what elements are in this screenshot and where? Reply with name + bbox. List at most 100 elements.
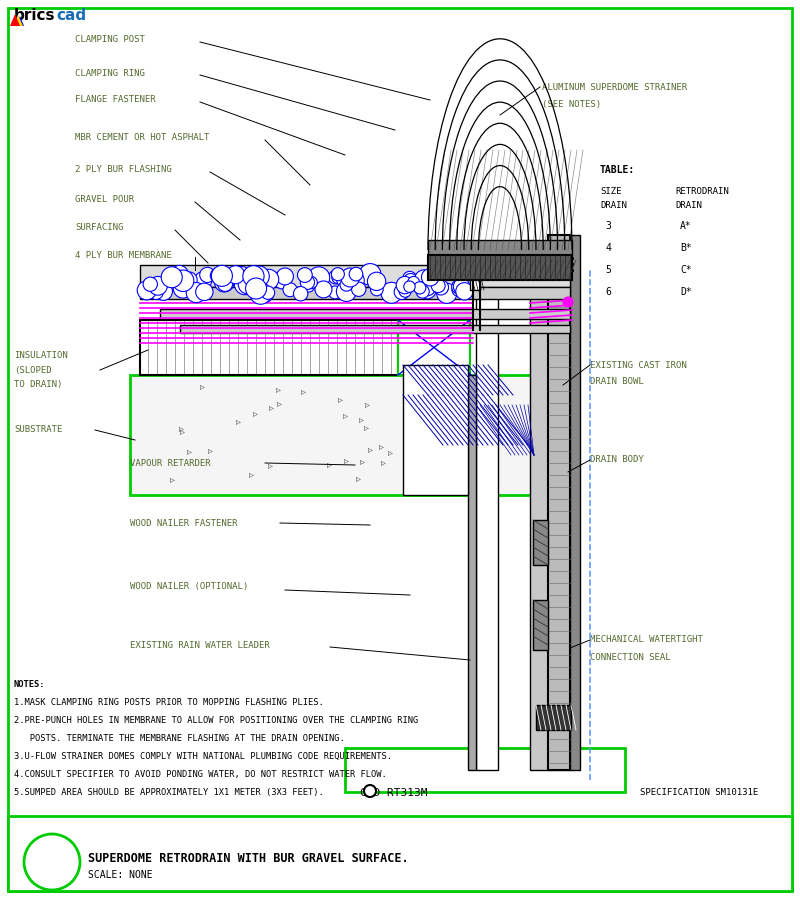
Text: DRAIN BODY: DRAIN BODY — [590, 456, 644, 465]
Text: ▷: ▷ — [381, 462, 386, 467]
Bar — [476, 265, 498, 770]
Text: ▷: ▷ — [200, 385, 205, 390]
Text: ▷: ▷ — [179, 428, 184, 432]
Circle shape — [173, 270, 194, 291]
Bar — [160, 309, 570, 319]
Text: 3: 3 — [605, 221, 611, 231]
Text: RETRODRAIN: RETRODRAIN — [675, 187, 729, 196]
Circle shape — [331, 268, 344, 280]
Text: ▷: ▷ — [254, 412, 258, 417]
Bar — [470, 270, 480, 290]
Circle shape — [262, 286, 274, 299]
Circle shape — [424, 279, 439, 294]
Text: 1.MASK CLAMPING RING POSTS PRIOR TO MOPPING FLASHING PLIES.: 1.MASK CLAMPING RING POSTS PRIOR TO MOPP… — [14, 698, 324, 707]
Circle shape — [452, 280, 466, 294]
Circle shape — [143, 277, 158, 291]
Circle shape — [403, 271, 417, 285]
Text: 2 PLY BUR FLASHING: 2 PLY BUR FLASHING — [75, 165, 172, 174]
Bar — [345, 748, 625, 792]
Circle shape — [170, 265, 189, 284]
Circle shape — [305, 276, 318, 289]
Text: MBR CEMENT OR HOT ASPHALT: MBR CEMENT OR HOT ASPHALT — [75, 133, 210, 143]
Text: cad: cad — [56, 8, 86, 23]
Circle shape — [396, 277, 414, 294]
Bar — [398, 320, 470, 375]
Circle shape — [456, 282, 473, 300]
Polygon shape — [10, 14, 20, 26]
Circle shape — [243, 265, 264, 287]
Circle shape — [196, 283, 213, 300]
Circle shape — [233, 266, 251, 285]
Text: TABLE:: TABLE: — [600, 165, 635, 175]
Text: CLAMPING RING: CLAMPING RING — [75, 68, 145, 77]
Circle shape — [300, 275, 314, 289]
Circle shape — [211, 265, 232, 287]
Bar — [140, 287, 570, 299]
Bar — [548, 235, 570, 770]
Bar — [180, 325, 570, 333]
Bar — [570, 235, 580, 770]
Circle shape — [174, 279, 193, 298]
Circle shape — [277, 268, 294, 285]
Bar — [530, 265, 548, 770]
Text: SIZE: SIZE — [600, 187, 622, 196]
Bar — [140, 320, 398, 375]
Circle shape — [308, 267, 330, 289]
Text: POSTS. TERMINATE THE MEMBRANE FLASHING AT THE DRAIN OPENING.: POSTS. TERMINATE THE MEMBRANE FLASHING A… — [14, 734, 345, 743]
Text: INSULATION: INSULATION — [14, 351, 68, 360]
Circle shape — [200, 267, 215, 282]
Circle shape — [214, 272, 234, 292]
Circle shape — [434, 280, 449, 295]
Circle shape — [563, 297, 573, 307]
Circle shape — [337, 281, 357, 301]
Text: SUPERDOME RETRODRAIN WITH BUR GRAVEL SURFACE.: SUPERDOME RETRODRAIN WITH BUR GRAVEL SUR… — [88, 852, 409, 865]
Text: WOOD NAILER FASTENER: WOOD NAILER FASTENER — [130, 519, 238, 528]
Circle shape — [370, 283, 383, 296]
Text: SPECIFICATION SM10131E: SPECIFICATION SM10131E — [640, 788, 758, 797]
Polygon shape — [13, 15, 23, 26]
Circle shape — [364, 785, 376, 797]
Circle shape — [210, 268, 226, 283]
Text: B*: B* — [680, 243, 692, 253]
Circle shape — [437, 283, 457, 303]
Bar — [428, 240, 572, 255]
Text: FLANGE FASTENER: FLANGE FASTENER — [75, 95, 156, 104]
Circle shape — [407, 277, 420, 289]
Text: DRAIN: DRAIN — [600, 201, 627, 210]
Circle shape — [422, 269, 439, 286]
Circle shape — [351, 282, 366, 297]
Circle shape — [337, 274, 350, 287]
Text: DRAIN: DRAIN — [675, 201, 702, 210]
Text: ▷: ▷ — [343, 414, 348, 420]
Circle shape — [226, 266, 245, 284]
Text: 4 PLY BUR MEMBRANE: 4 PLY BUR MEMBRANE — [75, 251, 172, 260]
Circle shape — [414, 281, 426, 294]
Bar — [403, 365, 468, 495]
Text: ▷: ▷ — [170, 478, 174, 483]
Circle shape — [454, 279, 470, 295]
Circle shape — [431, 279, 445, 292]
Text: CLAMPING POST: CLAMPING POST — [75, 35, 145, 44]
Bar — [548, 265, 570, 770]
Circle shape — [274, 271, 291, 289]
Text: ▷: ▷ — [268, 465, 273, 469]
Text: A*: A* — [680, 221, 692, 231]
Text: WOOD NAILER (OPTIONAL): WOOD NAILER (OPTIONAL) — [130, 583, 248, 592]
Circle shape — [399, 285, 411, 298]
Circle shape — [414, 270, 434, 289]
Text: ▷: ▷ — [326, 464, 331, 468]
Text: SCALE: NONE: SCALE: NONE — [88, 870, 153, 880]
Bar — [140, 265, 570, 287]
Circle shape — [347, 271, 364, 289]
Circle shape — [367, 272, 386, 290]
Circle shape — [24, 834, 80, 890]
Circle shape — [186, 282, 206, 303]
Text: 6: 6 — [605, 287, 611, 297]
Circle shape — [302, 280, 314, 292]
Circle shape — [349, 267, 362, 280]
Text: ▷: ▷ — [270, 406, 274, 412]
Text: ▷: ▷ — [364, 427, 369, 432]
Text: ▷: ▷ — [360, 460, 365, 465]
Polygon shape — [16, 16, 24, 26]
Text: 2.PRE-PUNCH HOLES IN MEMBRANE TO ALLOW FOR POSITIONING OVER THE CLAMPING RING: 2.PRE-PUNCH HOLES IN MEMBRANE TO ALLOW F… — [14, 716, 418, 725]
